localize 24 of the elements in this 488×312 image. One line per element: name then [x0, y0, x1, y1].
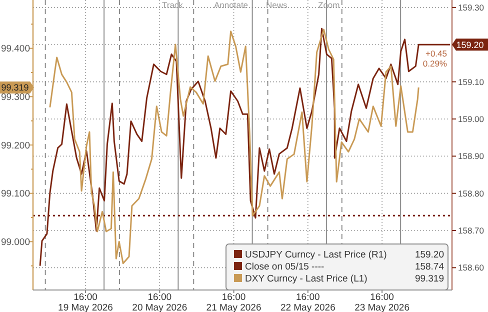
y-tick-label: 99.300	[0, 92, 30, 103]
y2-tick-label: 158.90	[458, 151, 484, 162]
y2-tick-label: 158.80	[458, 188, 484, 198]
annotation: News	[266, 0, 288, 10]
y-tick-label: 99.400	[0, 44, 30, 55]
legend-label: USDJPY Curncy - Last Price (R1)	[245, 249, 387, 260]
y2-tick-label: 159.30	[458, 2, 484, 12]
annotation: 0.29%	[422, 58, 448, 69]
annotation: Annotate	[214, 0, 248, 10]
y2-tick-label: 159.10	[458, 76, 484, 87]
y2-tick-label: 158.70	[458, 225, 484, 236]
legend-label: DXY Curncy - Last Price (L1)	[245, 273, 368, 284]
price-tag: 99.319	[0, 81, 34, 94]
y-tick-label: 99.200	[0, 140, 30, 152]
price-tag: 159.20	[452, 38, 488, 51]
annotation: 99.319	[414, 273, 444, 284]
legend-label: Close on 05/15 ----	[245, 261, 324, 272]
y2-tick-label: 158.60	[458, 262, 484, 273]
annotation: +0.45	[425, 48, 448, 59]
annotation: 159.20	[414, 249, 444, 260]
annotation: 158.74	[414, 261, 444, 272]
y-tick-label: 99.000	[0, 236, 30, 248]
y2-tick-label: 159.00	[458, 114, 484, 124]
y-tick-label: 99.100	[0, 188, 30, 200]
